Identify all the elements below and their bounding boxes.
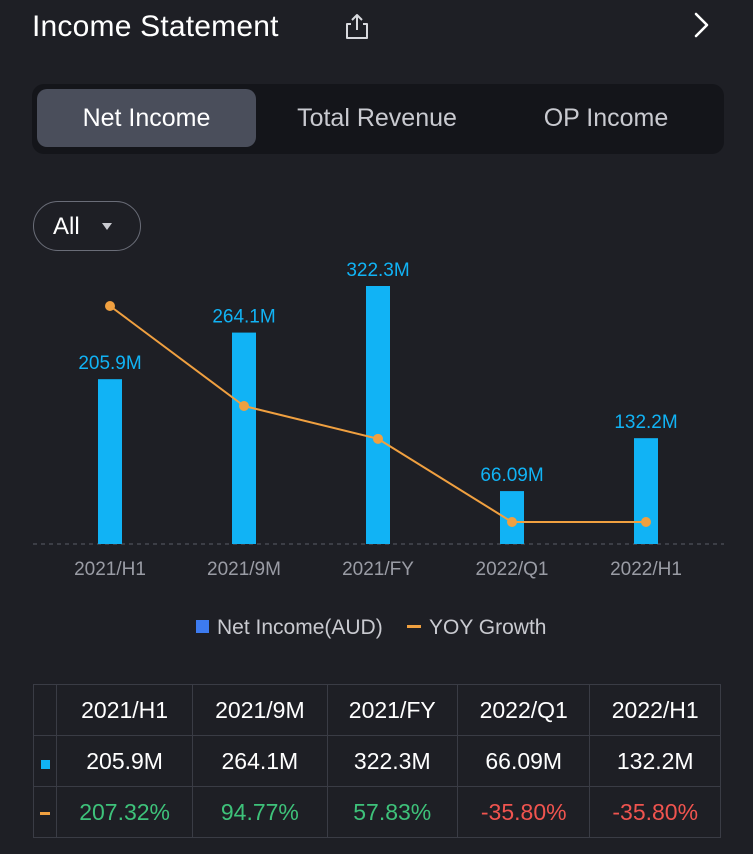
table-cell: -35.80% <box>589 786 721 838</box>
x-tick-label: 2021/FY <box>342 559 414 580</box>
bar-2021-fy[interactable] <box>366 286 390 544</box>
legend-line-swatch <box>407 625 421 628</box>
header: Income Statement <box>0 0 753 60</box>
table-header-cell: 2021/FY <box>326 684 459 736</box>
table-header-cell: 2021/9M <box>192 684 328 736</box>
page-title: Income Statement <box>32 10 279 43</box>
table-row-marker <box>33 786 57 838</box>
table-header-cell: 2022/H1 <box>589 684 721 736</box>
line-marker-icon <box>40 811 50 815</box>
table-cell: 94.77% <box>192 786 328 838</box>
share-icon[interactable] <box>343 12 371 42</box>
yoy-growth-point[interactable] <box>641 517 651 527</box>
bar-2021-9m[interactable] <box>232 332 256 544</box>
chevron-right-icon[interactable] <box>688 10 714 40</box>
table-header-cell: 2022/Q1 <box>457 684 591 736</box>
table-corner-cell <box>33 684 57 736</box>
table-header-cell: 2021/H1 <box>55 684 194 736</box>
x-tick-label: 2022/H1 <box>610 559 682 580</box>
yoy-growth-point[interactable] <box>507 517 517 527</box>
net-income-chart: 205.9M 264.1M 322.3M 66.09M 132.2M 2021/H1 20… <box>33 260 724 580</box>
bar-2022-h1[interactable] <box>634 438 658 544</box>
legend-bar-label: Net Income(AUD) <box>217 616 383 639</box>
bar-data-label: 132.2M <box>614 412 677 433</box>
legend-line-label: YOY Growth <box>429 616 547 639</box>
bar-2021-h1[interactable] <box>98 379 122 544</box>
bar-marker-icon <box>40 759 50 769</box>
chart-legend: Net Income(AUD) YOY Growth <box>0 612 753 646</box>
table-row-yoy-growth: 207.32% 94.77% 57.83% -35.80% -35.80% <box>33 786 721 838</box>
yoy-growth-point[interactable] <box>373 433 383 444</box>
x-tick-label: 2022/Q1 <box>476 559 549 580</box>
data-table: 2021/H1 2021/9M 2021/FY 2022/Q1 2022/H1 … <box>33 684 721 838</box>
table-cell: 57.83% <box>326 786 459 838</box>
bar-data-label: 66.09M <box>480 465 543 486</box>
x-tick-label: 2021/H1 <box>74 559 146 580</box>
period-filter-dropdown[interactable]: All <box>33 201 141 251</box>
table-row-net-income: 205.9M 264.1M 322.3M 66.09M 132.2M <box>33 735 721 787</box>
tab-op-income[interactable]: OP Income <box>543 104 669 132</box>
x-tick-label: 2021/9M <box>207 559 281 580</box>
table-cell: 264.1M <box>192 735 328 787</box>
table-cell: 207.32% <box>55 786 194 838</box>
legend-item-yoy-growth[interactable]: YOY Growth <box>407 616 547 640</box>
table-cell: 322.3M <box>326 735 459 787</box>
metric-tabs: Net Income Total Revenue OP Income <box>32 84 724 154</box>
yoy-growth-point[interactable] <box>239 400 249 411</box>
yoy-growth-point[interactable] <box>105 301 115 311</box>
table-cell: -35.80% <box>457 786 591 838</box>
table-cell: 205.9M <box>55 735 194 787</box>
table-row-marker <box>33 735 57 787</box>
bar-data-label: 205.9M <box>78 353 141 374</box>
table-cell: 66.09M <box>457 735 591 787</box>
legend-item-net-income[interactable]: Net Income(AUD) <box>196 616 383 640</box>
legend-bar-swatch <box>196 620 209 633</box>
tab-total-revenue[interactable]: Total Revenue <box>297 104 457 132</box>
table-header-row: 2021/H1 2021/9M 2021/FY 2022/Q1 2022/H1 <box>33 684 721 736</box>
period-filter-label: All <box>53 213 80 240</box>
tab-net-income[interactable]: Net Income <box>37 89 256 147</box>
caret-down-icon <box>102 223 112 230</box>
bar-data-label: 322.3M <box>346 260 409 281</box>
bar-data-label: 264.1M <box>212 307 275 328</box>
table-cell: 132.2M <box>589 735 721 787</box>
